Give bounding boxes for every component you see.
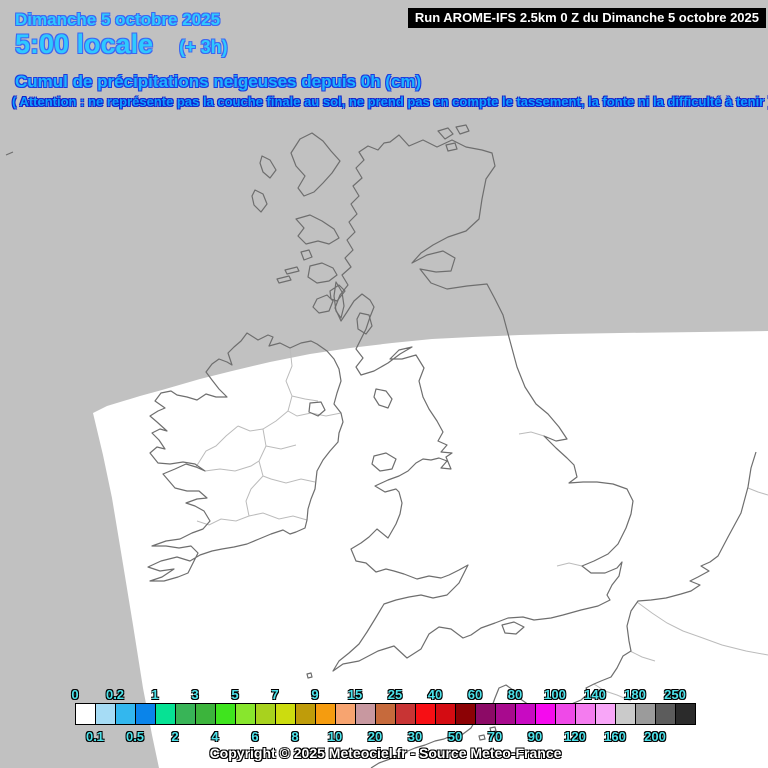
colorbar-label: 25 (387, 687, 403, 702)
colorbar-cell (616, 704, 636, 724)
colorbar-cell (396, 704, 416, 724)
colorbar-label: 15 (347, 687, 363, 702)
colorbar-cell (456, 704, 476, 724)
colorbar-label: 20 (367, 729, 383, 744)
colorbar-cell (156, 704, 176, 724)
colorbar-cell (96, 704, 116, 724)
colorbar-cell (416, 704, 436, 724)
colorbar-label: 2 (171, 729, 179, 744)
colorbar-label: 180 (624, 687, 646, 702)
colorbar-cell (516, 704, 536, 724)
colorbar-cell (536, 704, 556, 724)
colorbar-cell (356, 704, 376, 724)
colorbar-label: 4 (211, 729, 219, 744)
copyright-text: Copyright © 2025 Meteociel.fr - Source M… (209, 745, 562, 761)
colorbar-label: 70 (487, 729, 503, 744)
colorbar-label: 3 (191, 687, 199, 702)
colorbar-top-labels: 0 0.2 1 3 5 7 9 15 25 40 60 80 100 140 180 250 (71, 687, 696, 702)
colorbar-cell (316, 704, 336, 724)
colorbar-cell (336, 704, 356, 724)
colorbar-bottom-labels: 0.1 0.5 2 4 6 8 10 20 30 50 70 90 120 160 200 (75, 730, 696, 744)
colorbar-cell (136, 704, 156, 724)
map-title: Cumul de précipitations neigeuses depuis… (15, 72, 422, 91)
colorbar-cell (476, 704, 496, 724)
colorbar-label: 0.1 (85, 729, 105, 744)
model-domain-area (93, 331, 768, 768)
colorbar-label: 1 (151, 687, 159, 702)
warning-text: ( Attention : ne représente pas la couch… (12, 94, 768, 109)
isle-of-man-coastline (373, 388, 393, 409)
continental-coastline (370, 451, 757, 768)
colorbar-label: 6 (251, 729, 259, 744)
isle-of-wight-coastline (501, 621, 525, 635)
colorbar-cell (636, 704, 656, 724)
colorbar-label: 80 (507, 687, 523, 702)
small-islands (306, 672, 497, 741)
colorbar-cells (75, 703, 696, 725)
great-britain-coastline (332, 134, 634, 672)
colorbar: 0 0.2 1 3 5 7 9 15 25 40 60 80 100 140 180 250 0.1 0.5 2 4… (71, 687, 696, 748)
local-time: 5:00 locale (15, 29, 154, 59)
time-offset: (+ 3h) (179, 37, 228, 57)
anglesey-coastline (371, 452, 397, 472)
colorbar-label: 160 (604, 729, 626, 744)
colorbar-label: 140 (584, 687, 606, 702)
colorbar-label: 90 (527, 729, 543, 744)
ireland-coastline (147, 332, 344, 582)
colorbar-cell (236, 704, 256, 724)
colorbar-label: 50 (447, 729, 463, 744)
france-belgium-borders (593, 487, 768, 702)
colorbar-label: 0.5 (125, 729, 145, 744)
colorbar-cell (596, 704, 616, 724)
colorbar-cell (576, 704, 596, 724)
colorbar-cell (196, 704, 216, 724)
colorbar-cell (216, 704, 236, 724)
colorbar-label: 8 (291, 729, 299, 744)
colorbar-label: 0.2 (105, 687, 125, 702)
colorbar-label: 120 (564, 729, 586, 744)
england-rivers (518, 431, 583, 567)
colorbar-label: 60 (467, 687, 483, 702)
scottish-islands (5, 124, 470, 335)
colorbar-label: 200 (644, 729, 666, 744)
colorbar-label: 250 (664, 687, 686, 702)
colorbar-cell (436, 704, 456, 724)
colorbar-label: 5 (231, 687, 239, 702)
run-info-badge: Run AROME-IFS 2.5km 0 Z du Dimanche 5 oc… (407, 8, 766, 28)
colorbar-cell (256, 704, 276, 724)
colorbar-label: 10 (327, 729, 343, 744)
colorbar-cell (556, 704, 576, 724)
colorbar-cell (176, 704, 196, 724)
colorbar-label: 9 (311, 687, 319, 702)
colorbar-cell (116, 704, 136, 724)
time-text: 5:00 locale (+ 3h) (15, 29, 228, 60)
colorbar-label: 30 (407, 729, 423, 744)
colorbar-label: 40 (427, 687, 443, 702)
colorbar-cell (296, 704, 316, 724)
colorbar-cell (656, 704, 676, 724)
coastlines (5, 124, 757, 768)
colorbar-label: 100 (544, 687, 566, 702)
colorbar-cell (276, 704, 296, 724)
colorbar-cell (496, 704, 516, 724)
colorbar-cell (76, 704, 96, 724)
colorbar-label: 7 (271, 687, 279, 702)
date-text: Dimanche 5 octobre 2025 (15, 10, 221, 29)
colorbar-label: 0 (71, 687, 79, 702)
colorbar-cell (376, 704, 396, 724)
colorbar-cell (676, 704, 695, 724)
